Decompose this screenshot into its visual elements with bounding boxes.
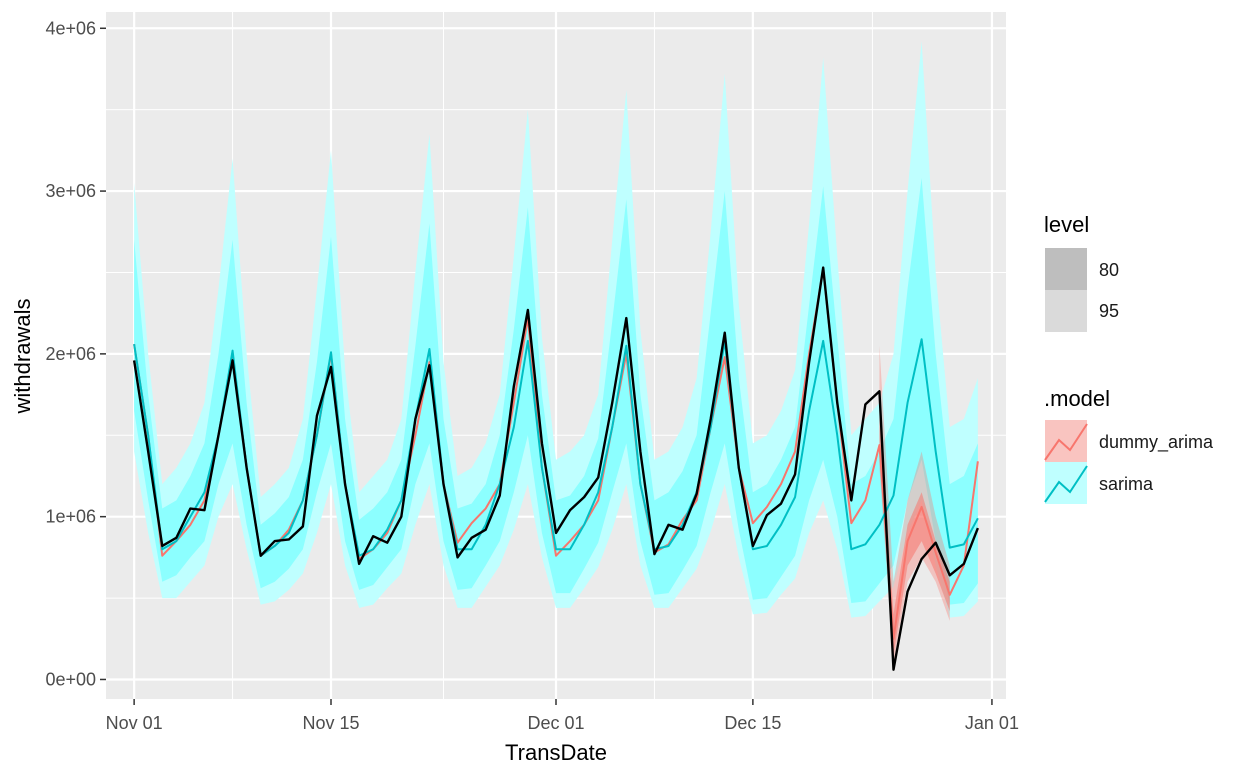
y-tick-label: 1e+06 (45, 507, 96, 527)
legend-sarima-key (1045, 462, 1087, 504)
y-tick-label: 2e+06 (45, 344, 96, 364)
x-axis-title: TransDate (505, 740, 607, 765)
legend-level-95-key (1045, 290, 1087, 332)
y-axis-title: withdrawals (10, 299, 35, 415)
x-tick-label: Nov 01 (106, 713, 163, 733)
sarima-80-interval (134, 178, 978, 605)
series-line-sarima (133, 338, 979, 557)
x-tick-label: Dec 01 (527, 713, 584, 733)
legend-level-title: level (1044, 212, 1089, 237)
x-tick-label: Nov 15 (302, 713, 359, 733)
legend-dummy-arima-key (1045, 420, 1087, 462)
y-tick-label: 4e+06 (45, 18, 96, 38)
legend: level 80 95 .model dummy_arima sarima (1044, 212, 1214, 504)
y-tick-label: 3e+06 (45, 181, 96, 201)
legend-level-95-label: 95 (1099, 301, 1119, 321)
legend-level-80-label: 80 (1099, 260, 1119, 280)
legend-model-title: .model (1044, 386, 1110, 411)
x-axis: Nov 01 Nov 15 Dec 01 Dec 15 Jan 01 (106, 699, 1019, 733)
series-lines (132, 266, 979, 671)
y-axis: 0e+00 1e+06 2e+06 3e+06 4e+06 (45, 18, 106, 689)
x-tick-label: Jan 01 (965, 713, 1019, 733)
legend-dummy-arima-label: dummy_arima (1099, 432, 1214, 453)
x-tick-label: Dec 15 (724, 713, 781, 733)
legend-level-80-key (1045, 248, 1087, 290)
series-line-actual (132, 266, 979, 671)
legend-sarima-label: sarima (1099, 474, 1154, 494)
legend-sarima-line (1044, 465, 1088, 503)
legend-dummy-arima-line (1044, 423, 1088, 461)
dummy-arima-95-interval (879, 345, 950, 664)
y-tick-label: 0e+00 (45, 669, 96, 689)
